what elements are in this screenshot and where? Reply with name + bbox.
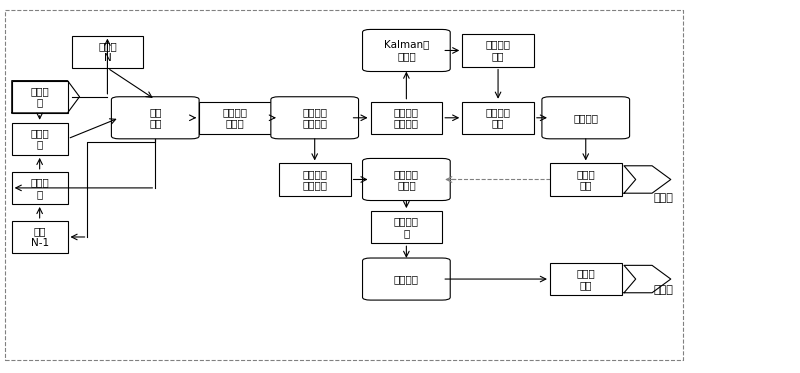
Text: 特征
跟踪: 特征 跟踪 bbox=[149, 107, 162, 129]
Text: 空洞区运
动修复: 空洞区运 动修复 bbox=[394, 169, 419, 190]
Bar bbox=[279, 163, 350, 195]
Bar bbox=[462, 34, 534, 67]
Text: 局部运动
场: 局部运动 场 bbox=[394, 216, 419, 238]
Text: 帧间局部
运动矢量: 帧间局部 运动矢量 bbox=[302, 169, 327, 190]
Bar bbox=[6, 10, 683, 360]
Bar bbox=[12, 172, 67, 204]
FancyBboxPatch shape bbox=[271, 97, 358, 139]
Bar bbox=[12, 221, 67, 253]
Bar bbox=[550, 263, 622, 295]
Text: 前帧特
征: 前帧特 征 bbox=[30, 128, 49, 150]
Text: 帧间全局
运动矢量: 帧间全局 运动矢量 bbox=[394, 107, 419, 129]
FancyBboxPatch shape bbox=[542, 97, 630, 139]
Bar bbox=[370, 211, 442, 243]
Bar bbox=[12, 81, 67, 113]
Bar bbox=[71, 36, 143, 68]
Text: 稳定帧: 稳定帧 bbox=[654, 193, 674, 203]
FancyBboxPatch shape bbox=[362, 159, 450, 201]
Bar bbox=[550, 163, 622, 195]
Text: 特征对运
动矢量: 特征对运 动矢量 bbox=[222, 107, 247, 129]
FancyBboxPatch shape bbox=[111, 97, 199, 139]
Text: 视频输
入: 视频输 入 bbox=[30, 86, 49, 107]
Text: 当前帧
N: 当前帧 N bbox=[98, 41, 117, 63]
Text: 随机抖动
分量: 随机抖动 分量 bbox=[486, 107, 510, 129]
Bar bbox=[12, 123, 67, 155]
Text: 前帧
N-1: 前帧 N-1 bbox=[30, 226, 49, 248]
Text: 像素修复: 像素修复 bbox=[394, 274, 419, 284]
Text: 修复帧
输出: 修复帧 输出 bbox=[576, 268, 595, 290]
Bar bbox=[370, 102, 442, 134]
Text: 稳定帧
输出: 稳定帧 输出 bbox=[576, 169, 595, 190]
Text: 有意运动
矢量: 有意运动 矢量 bbox=[486, 40, 510, 61]
Text: 运动补偿: 运动补偿 bbox=[574, 113, 598, 123]
Bar bbox=[462, 102, 534, 134]
Bar bbox=[199, 102, 271, 134]
Text: 帧间运动
矢量估计: 帧间运动 矢量估计 bbox=[302, 107, 327, 129]
Text: 修复帧: 修复帧 bbox=[654, 285, 674, 295]
Text: Kalman运
动滤波: Kalman运 动滤波 bbox=[384, 40, 429, 61]
Text: 特征选
择: 特征选 择 bbox=[30, 177, 49, 199]
FancyBboxPatch shape bbox=[362, 29, 450, 72]
FancyBboxPatch shape bbox=[362, 258, 450, 300]
